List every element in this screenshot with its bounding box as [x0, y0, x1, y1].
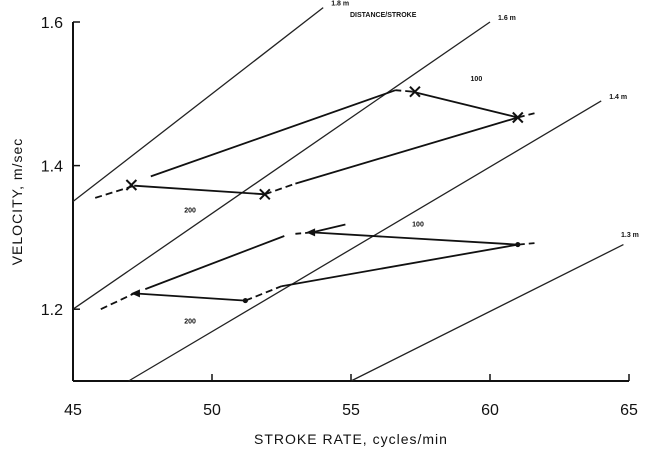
iso-line: [128, 100, 602, 382]
data-point-x-marker: [409, 85, 421, 98]
label-layer: 45 50 55 60 65 1.2 1.4 1.6 STROKE RATE, cycles/m…: [9, 1, 639, 447]
x-tick-label: 65: [620, 402, 638, 419]
series-point-label: 100: [412, 222, 424, 229]
series-segment: [100, 292, 135, 311]
iso-line: [350, 243, 624, 382]
y-axis-title: VELOCITY, m/sec: [9, 138, 25, 266]
iso-line-label: 1.4 m: [609, 94, 627, 101]
y-tick-label: 1.2: [41, 302, 63, 319]
y-tick-label: 1.4: [41, 159, 63, 176]
data-point-x-marker: [512, 111, 524, 124]
iso-lines: [72, 7, 624, 382]
iso-line: [72, 21, 491, 310]
series-layer: [94, 85, 535, 311]
data-point-x-marker: [125, 179, 138, 191]
data-point-dot-marker: [515, 241, 521, 248]
data-point-arrow-marker: [306, 228, 316, 237]
x-tick-label: 60: [481, 402, 499, 419]
series-segment: [517, 112, 535, 119]
series-segment: [312, 231, 518, 246]
series-segment: [264, 182, 296, 196]
iso-line: [72, 7, 324, 203]
series-segment: [245, 285, 282, 302]
tick-layer: [72, 21, 630, 381]
series-point-label: 200: [184, 207, 196, 214]
series-segment: [295, 116, 519, 185]
series-segment: [395, 89, 413, 93]
series-segment: [144, 235, 285, 290]
x-tick-label: 55: [342, 402, 360, 419]
data-point-arrow-marker: [130, 289, 140, 298]
y-tick-label: 1.6: [41, 15, 63, 32]
iso-line-label: 1.8 m: [331, 1, 349, 8]
x-tick-label: 50: [203, 402, 221, 419]
series-segment: [134, 184, 265, 196]
series-point-label: 200: [184, 319, 196, 326]
series-segment: [134, 292, 246, 302]
chart-axes: [72, 22, 629, 382]
series-segment: [150, 89, 396, 178]
series-segment: [311, 223, 346, 234]
data-point-x-marker: [259, 188, 271, 201]
data-point-dot-marker: [242, 297, 248, 304]
x-axis-title: STROKE RATE, cycles/min: [254, 431, 448, 447]
series-segment: [517, 242, 535, 246]
iso-line-label: 1.6 m: [498, 15, 516, 22]
x-tick-label: 45: [64, 402, 82, 419]
iso-lines-title: DISTANCE/STROKE: [350, 12, 417, 19]
iso-line-label: 1.3 m: [621, 232, 639, 239]
series-segment: [411, 90, 519, 119]
series-point-label: 100: [471, 76, 483, 83]
series-segment: [281, 243, 518, 288]
